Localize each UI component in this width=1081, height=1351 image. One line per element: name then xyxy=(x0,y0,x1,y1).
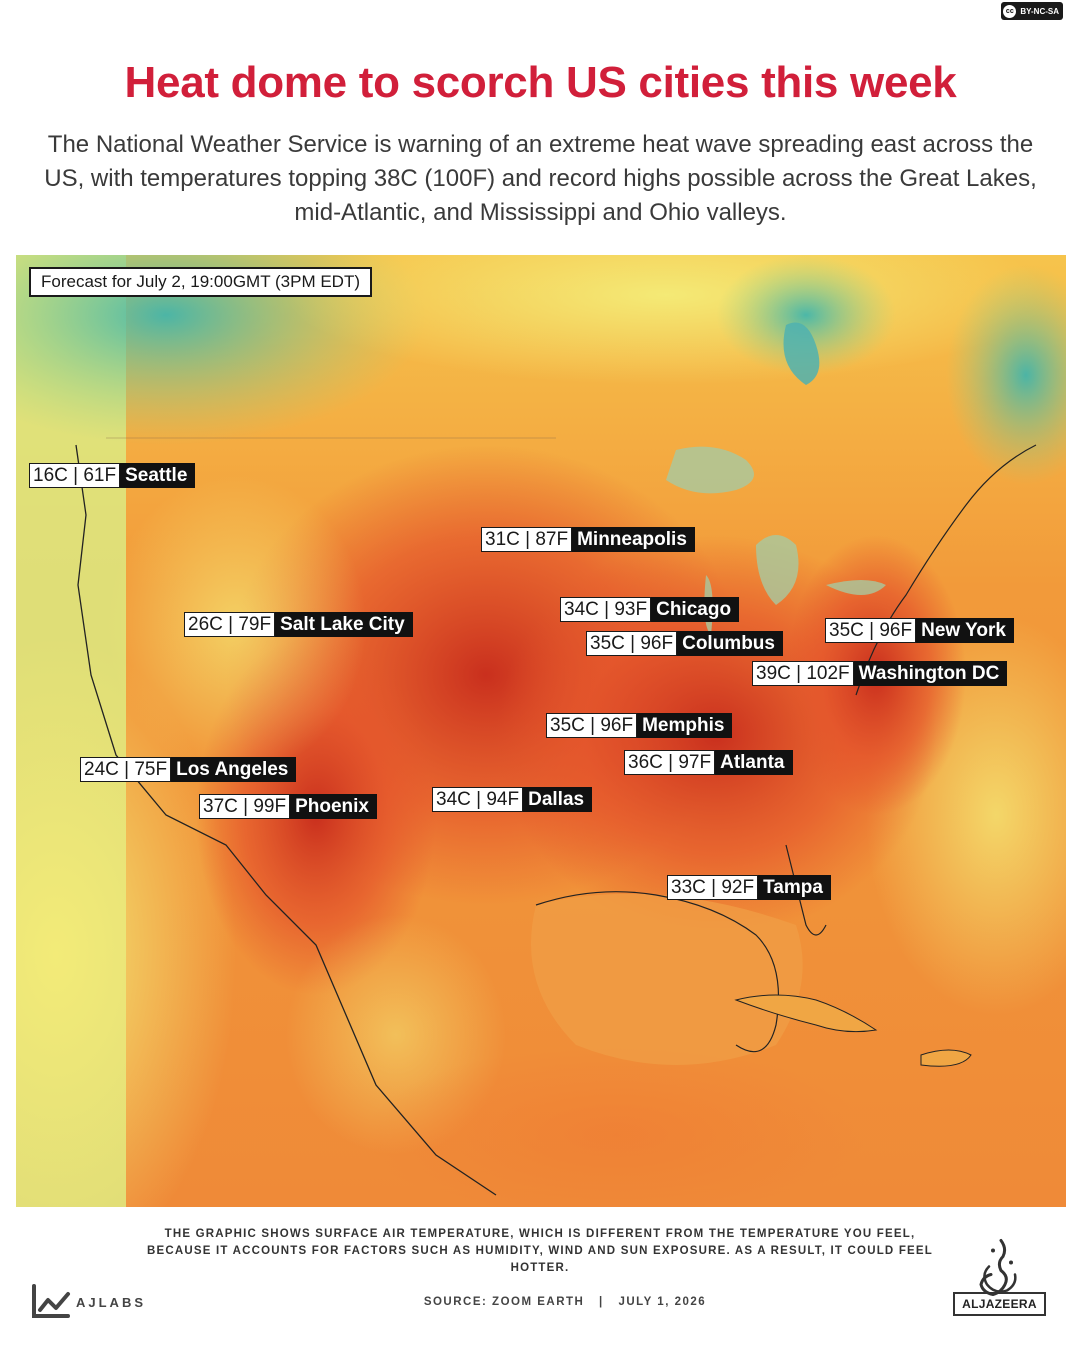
aljazeera-calligraphy-icon xyxy=(979,1239,1017,1297)
headline: Heat dome to scorch US cities this week xyxy=(124,58,957,107)
source-text: SOURCE: ZOOM EARTH xyxy=(423,1296,585,1308)
city-label-tampa: 33C | 92F Tampa xyxy=(667,875,831,900)
city-name: Columbus xyxy=(677,631,783,656)
license-text: BY-NC-SA xyxy=(1020,6,1059,16)
city-temperature: 35C | 96F xyxy=(546,713,638,738)
license-badge: cc BY-NC-SA xyxy=(1001,2,1063,20)
city-temperature: 16C | 61F xyxy=(29,463,121,488)
heatmap-background xyxy=(16,255,1066,1207)
city-label-washington-dc: 39C | 102F Washington DC xyxy=(752,661,1008,686)
city-label-phoenix: 37C | 99F Phoenix xyxy=(199,794,377,819)
city-name: Memphis xyxy=(637,713,733,738)
city-label-chicago: 34C | 93F Chicago xyxy=(560,597,740,622)
subheadline: The National Weather Service is warning … xyxy=(44,131,1037,226)
city-name: Phoenix xyxy=(290,794,377,819)
city-name: Los Angeles xyxy=(171,757,297,782)
ajlabs-logo: AJLABS xyxy=(30,1282,146,1322)
city-temperature: 34C | 94F xyxy=(432,787,524,812)
city-label-seattle: 16C | 61F Seattle xyxy=(29,463,196,488)
city-temperature: 33C | 92F xyxy=(667,875,759,900)
city-temperature: 39C | 102F xyxy=(752,661,854,686)
city-name: New York xyxy=(916,618,1014,643)
methodology-note: THE GRAPHIC SHOWS SURFACE AIR TEMPERATUR… xyxy=(146,1228,934,1274)
source-line: SOURCE: ZOOM EARTH | JULY 1, 2026 xyxy=(340,1296,790,1308)
temperature-map: Forecast for July 2, 19:00GMT (3PM EDT) … xyxy=(16,255,1066,1207)
ajlabs-text: AJLABS xyxy=(76,1294,147,1310)
city-temperature: 37C | 99F xyxy=(199,794,291,819)
city-label-los-angeles: 24C | 75F Los Angeles xyxy=(80,757,297,782)
city-label-columbus: 35C | 96F Columbus xyxy=(586,631,783,656)
city-label-memphis: 35C | 96F Memphis xyxy=(546,713,733,738)
source-separator: | xyxy=(599,1296,604,1308)
city-temperature: 35C | 96F xyxy=(825,618,917,643)
city-name: Washington DC xyxy=(853,661,1008,686)
city-label-new-york: 35C | 96F New York xyxy=(825,618,1014,643)
city-temperature: 34C | 93F xyxy=(560,597,652,622)
city-temperature: 35C | 96F xyxy=(586,631,678,656)
city-temperature: 36C | 97F xyxy=(624,750,716,775)
city-label-dallas: 34C | 94F Dallas xyxy=(432,787,593,812)
forecast-label: Forecast for July 2, 19:00GMT (3PM EDT) xyxy=(29,267,372,297)
city-label-minneapolis: 31C | 87F Minneapolis xyxy=(481,527,695,552)
city-temperature: 31C | 87F xyxy=(481,527,573,552)
city-label-salt-lake-city: 26C | 79F Salt Lake City xyxy=(184,612,413,637)
city-temperature: 24C | 75F xyxy=(80,757,172,782)
aljazeera-wordmark: ALJAZEERA xyxy=(953,1292,1046,1316)
city-label-atlanta: 36C | 97F Atlanta xyxy=(624,750,793,775)
city-temperature: 26C | 79F xyxy=(184,612,276,637)
city-name: Tampa xyxy=(758,875,831,900)
source-date: JULY 1, 2026 xyxy=(618,1296,707,1308)
creative-commons-icon: cc xyxy=(1003,4,1017,18)
city-name: Chicago xyxy=(651,597,740,622)
city-name: Dallas xyxy=(523,787,593,812)
city-name: Minneapolis xyxy=(572,527,695,552)
city-name: Seattle xyxy=(120,463,196,488)
ajlabs-chart-icon xyxy=(32,1284,70,1318)
city-name: Atlanta xyxy=(715,750,793,775)
city-name: Salt Lake City xyxy=(275,612,413,637)
